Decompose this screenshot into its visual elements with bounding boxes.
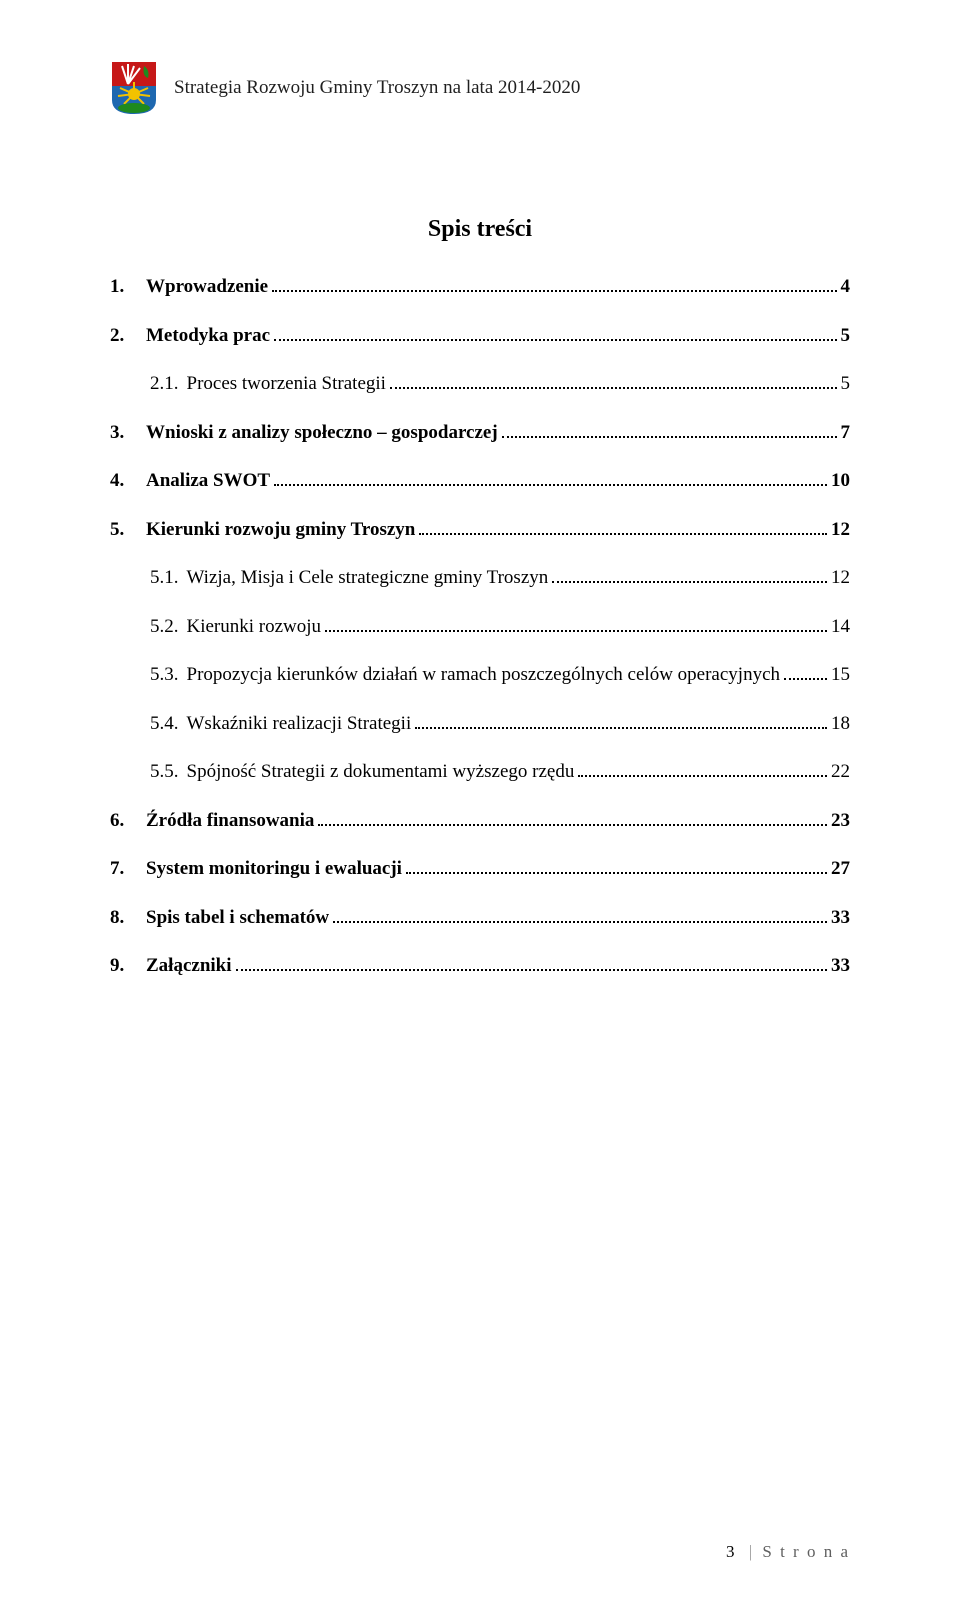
toc-entry-page: 22 [831, 758, 850, 787]
toc-entry-page: 14 [831, 613, 850, 642]
crest-icon [110, 60, 158, 116]
toc-entry-number: 9. [110, 952, 138, 981]
toc-leader-dots [415, 727, 827, 729]
toc-leader-dots [784, 678, 827, 680]
toc-entry[interactable]: 2.1. Proces tworzenia Strategii 5 [110, 370, 850, 399]
toc-entry-number: 5.1. [150, 564, 179, 593]
toc-entry[interactable]: 9. Załączniki 33 [110, 952, 850, 981]
toc-entry[interactable]: 5.4. Wskaźniki realizacji Strategii 18 [110, 710, 850, 739]
toc-entry-page: 4 [841, 273, 851, 302]
toc-entry-number: 5.3. [150, 661, 179, 690]
toc-leader-dots [552, 581, 827, 583]
toc-entry-number: 5.5. [150, 758, 179, 787]
toc-leader-dots [578, 775, 827, 777]
toc-leader-dots [406, 872, 827, 874]
toc-entry-label: Załączniki [146, 952, 232, 981]
toc-entry-page: 33 [831, 904, 850, 933]
toc-entry-label: Wprowadzenie [146, 273, 268, 302]
toc-entry[interactable]: 4. Analiza SWOT 10 [110, 467, 850, 496]
toc-leader-dots [502, 436, 837, 438]
toc-leader-dots [236, 969, 827, 971]
toc-entry-page: 12 [831, 516, 850, 545]
toc-entry-page: 18 [831, 710, 850, 739]
toc-entry-page: 33 [831, 952, 850, 981]
toc-entry-label: Analiza SWOT [146, 467, 270, 496]
toc-entry-number: 8. [110, 904, 138, 933]
document-title: Strategia Rozwoju Gminy Troszyn na lata … [174, 77, 580, 99]
toc-entry-number: 5.4. [150, 710, 179, 739]
toc-entry-page: 15 [831, 661, 850, 690]
toc-entry[interactable]: 3. Wnioski z analizy społeczno – gospodar… [110, 419, 850, 448]
toc-entry[interactable]: 5. Kierunki rozwoju gminy Troszyn 12 [110, 516, 850, 545]
toc-leader-dots [274, 339, 836, 341]
toc-entry-label: Wizja, Misja i Cele strategiczne gminy T… [187, 564, 549, 593]
page-footer: 3 | S t r o n a [726, 1542, 850, 1562]
toc-entry[interactable]: 5.1. Wizja, Misja i Cele strategiczne gmi… [110, 564, 850, 593]
toc-entry[interactable]: 6. Źródła finansowania 23 [110, 807, 850, 836]
toc-leader-dots [419, 533, 827, 535]
toc-entry-page: 10 [831, 467, 850, 496]
toc-leader-dots [318, 824, 827, 826]
toc-entry-label: Kierunki rozwoju [187, 613, 322, 642]
document-header: Strategia Rozwoju Gminy Troszyn na lata … [110, 60, 850, 116]
toc-entry[interactable]: 5.3. Propozycja kierunków działań w ramac… [110, 661, 850, 690]
toc-entry-label: Spis tabel i schematów [146, 904, 329, 933]
toc-entry[interactable]: 5.5. Spójność Strategii z dokumentami wyż… [110, 758, 850, 787]
toc-entry-label: Proces tworzenia Strategii [187, 370, 386, 399]
toc-leader-dots [272, 290, 836, 292]
toc-entry-label: System monitoringu i ewaluacji [146, 855, 402, 884]
toc-entry-label: Źródła finansowania [146, 807, 314, 836]
toc-entry-number: 2. [110, 322, 138, 351]
toc-entry[interactable]: 2. Metodyka prac 5 [110, 322, 850, 351]
footer-label: S t r o n a [762, 1542, 850, 1561]
footer-page-number: 3 [726, 1542, 735, 1561]
toc-entry[interactable]: 5.2. Kierunki rozwoju 14 [110, 613, 850, 642]
toc-leader-dots [325, 630, 827, 632]
toc-entry-number: 2.1. [150, 370, 179, 399]
toc-list: 1. Wprowadzenie 4 2. Metodyka prac 5 2.1. Proce… [110, 273, 850, 981]
toc-entry-number: 6. [110, 807, 138, 836]
toc-entry-page: 23 [831, 807, 850, 836]
toc-entry-number: 1. [110, 273, 138, 302]
toc-leader-dots [333, 921, 827, 923]
toc-entry-label: Kierunki rozwoju gminy Troszyn [146, 516, 415, 545]
toc-entry-label: Wskaźniki realizacji Strategii [187, 710, 412, 739]
toc-entry[interactable]: 1. Wprowadzenie 4 [110, 273, 850, 302]
toc-entry-label: Wnioski z analizy społeczno – gospodarcz… [146, 419, 498, 448]
toc-entry-page: 12 [831, 564, 850, 593]
toc-heading: Spis treści [110, 216, 850, 243]
toc-entry-label: Metodyka prac [146, 322, 270, 351]
toc-leader-dots [274, 484, 827, 486]
toc-leader-dots [390, 387, 837, 389]
toc-entry-number: 4. [110, 467, 138, 496]
toc-entry-label: Spójność Strategii z dokumentami wyższeg… [187, 758, 575, 787]
toc-entry-page: 27 [831, 855, 850, 884]
toc-entry[interactable]: 7. System monitoringu i ewaluacji 27 [110, 855, 850, 884]
toc-entry-number: 7. [110, 855, 138, 884]
toc-entry-page: 5 [841, 370, 851, 399]
page: Strategia Rozwoju Gminy Troszyn na lata … [0, 0, 960, 1061]
toc-entry-label: Propozycja kierunków działań w ramach po… [187, 661, 781, 690]
toc-entry-page: 7 [841, 419, 851, 448]
footer-separator: | [749, 1542, 752, 1561]
toc-entry[interactable]: 8. Spis tabel i schematów 33 [110, 904, 850, 933]
toc-entry-number: 5.2. [150, 613, 179, 642]
toc-entry-number: 5. [110, 516, 138, 545]
toc-entry-page: 5 [841, 322, 851, 351]
toc-entry-number: 3. [110, 419, 138, 448]
